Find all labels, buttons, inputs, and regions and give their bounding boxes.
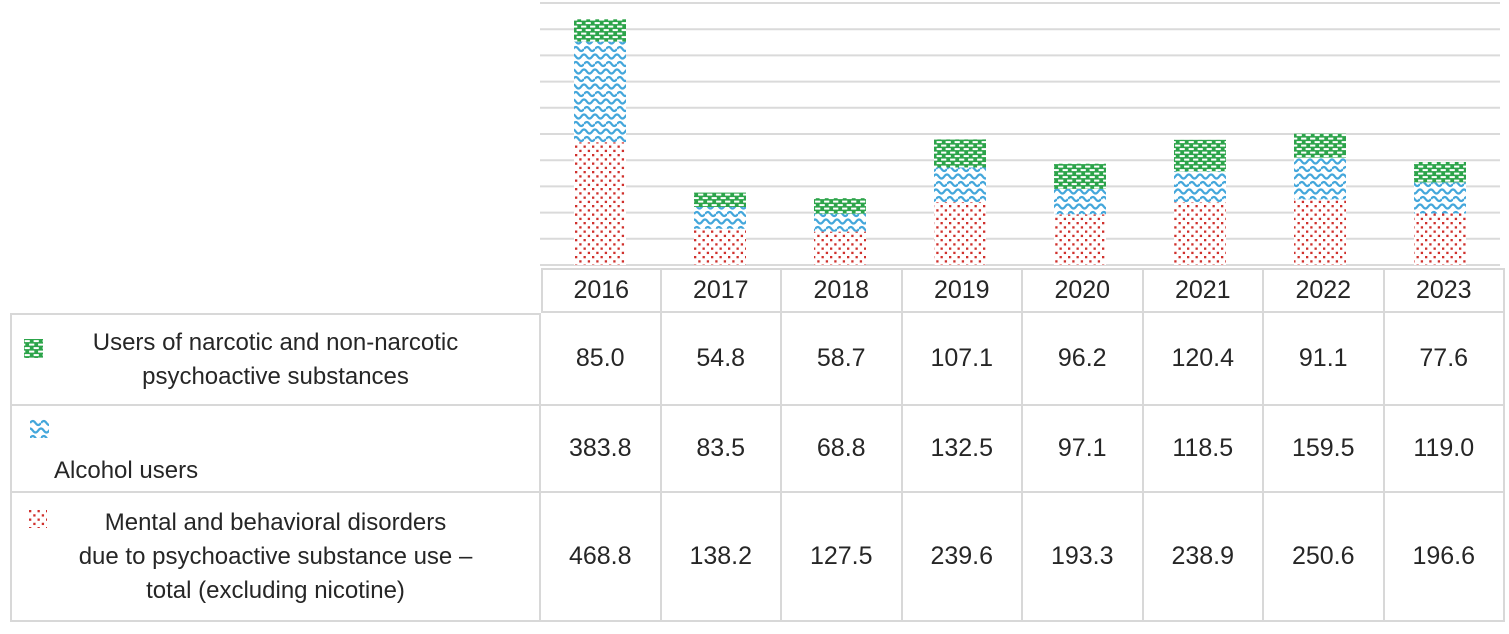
bar-segment-brick[interactable]: [574, 19, 626, 42]
stacked-bar-chart: [540, 2, 1500, 266]
value-cell-wave-2020: 97.1: [1023, 406, 1144, 493]
bar-2019[interactable]: [934, 139, 986, 265]
data-table: Users of narcotic and non-narcotic psych…: [10, 268, 1505, 622]
bar-2022[interactable]: [1294, 133, 1346, 265]
bar-2020[interactable]: [1054, 163, 1106, 265]
value-cell-wave-2022: 159.5: [1264, 406, 1385, 493]
bar-2016[interactable]: [574, 19, 626, 265]
year-header-2023: 2023: [1384, 268, 1505, 313]
value-cell-brick-2018: 58.7: [782, 313, 903, 406]
bar-segment-wave[interactable]: [694, 206, 746, 229]
bar-segment-wave[interactable]: [574, 41, 626, 143]
legend-label-line: due to psychoactive substance use –: [78, 542, 473, 570]
bar-segment-wave[interactable]: [1414, 182, 1466, 214]
bar-segment-brick[interactable]: [934, 139, 986, 168]
year-header-2020: 2020: [1023, 268, 1144, 313]
value-cell-dots-2021: 238.9: [1143, 493, 1264, 622]
value-cell-brick-2019: 107.1: [902, 313, 1023, 406]
value-cell-brick-2017: 54.8: [661, 313, 782, 406]
bar-2018[interactable]: [814, 198, 866, 265]
bar-segment-dots[interactable]: [1414, 213, 1466, 266]
value-cell-brick-2023: 77.6: [1384, 313, 1505, 406]
value-cell-wave-2016: 383.8: [541, 406, 662, 493]
bar-segment-dots[interactable]: [934, 202, 986, 265]
blue-wave-pattern-icon: [30, 419, 49, 438]
value-cell-dots-2023: 196.6: [1384, 493, 1505, 622]
value-cell-brick-2022: 91.1: [1264, 313, 1385, 406]
year-header-2021: 2021: [1143, 268, 1264, 313]
bar-segment-wave[interactable]: [934, 167, 986, 203]
legend-label-line: total (excluding nicotine): [146, 576, 405, 604]
bar-segment-wave[interactable]: [814, 213, 866, 232]
legend-label-line: Alcohol users: [54, 457, 199, 484]
bar-segment-brick[interactable]: [694, 192, 746, 207]
bar-2017[interactable]: [694, 192, 746, 265]
gridlines: [540, 2, 1500, 266]
bar-2023[interactable]: [1414, 162, 1466, 265]
value-cell-dots-2018: 127.5: [782, 493, 903, 622]
legend-row-narcotic-users: Users of narcotic and non-narcotic psych…: [10, 313, 541, 406]
green-brick-pattern-icon: [24, 339, 43, 358]
value-cell-wave-2019: 132.5: [902, 406, 1023, 493]
value-cell-dots-2016: 468.8: [541, 493, 662, 622]
bar-segment-dots[interactable]: [574, 142, 626, 265]
legend-row-mental-disorders: Mental and behavioral disorders due to p…: [10, 493, 541, 622]
value-cell-wave-2018: 68.8: [782, 406, 903, 493]
bar-segment-wave[interactable]: [1054, 188, 1106, 215]
year-header-2016: 2016: [541, 268, 662, 313]
bar-segment-wave[interactable]: [1294, 157, 1346, 200]
value-cell-wave-2017: 83.5: [661, 406, 782, 493]
legend-row-alcohol-users: Alcohol users: [10, 406, 541, 493]
value-cell-brick-2020: 96.2: [1023, 313, 1144, 406]
legend-label-line: psychoactive substances: [142, 362, 409, 390]
bar-segment-wave[interactable]: [1174, 171, 1226, 203]
legend-label-line: Mental and behavioral disorders: [104, 508, 447, 536]
value-cell-brick-2021: 120.4: [1143, 313, 1264, 406]
bar-segment-dots[interactable]: [1054, 214, 1106, 265]
value-cell-wave-2021: 118.5: [1143, 406, 1264, 493]
value-cell-dots-2017: 138.2: [661, 493, 782, 622]
year-header-2022: 2022: [1264, 268, 1385, 313]
year-header-2019: 2019: [902, 268, 1023, 313]
red-dots-pattern-icon: [28, 509, 47, 528]
value-cell-dots-2022: 250.6: [1264, 493, 1385, 622]
bar-segment-brick[interactable]: [1174, 139, 1226, 172]
bar-segment-dots[interactable]: [1294, 199, 1346, 265]
table-corner-empty: [10, 268, 541, 313]
year-header-2018: 2018: [782, 268, 903, 313]
year-header-2017: 2017: [661, 268, 782, 313]
bar-2021[interactable]: [1174, 139, 1226, 265]
bar-segment-dots[interactable]: [1174, 202, 1226, 265]
value-cell-dots-2020: 193.3: [1023, 493, 1144, 622]
plot-area: [540, 0, 1509, 268]
bar-segment-brick[interactable]: [814, 198, 866, 214]
value-cell-wave-2023: 119.0: [1384, 406, 1505, 493]
bar-segment-brick[interactable]: [1294, 133, 1346, 158]
bar-segment-dots[interactable]: [814, 231, 866, 265]
value-cell-brick-2016: 85.0: [541, 313, 662, 406]
bar-segment-brick[interactable]: [1054, 163, 1106, 189]
legend-label-line: Users of narcotic and non-narcotic: [92, 328, 459, 356]
bar-segment-brick[interactable]: [1414, 162, 1466, 183]
bar-segment-dots[interactable]: [694, 228, 746, 265]
value-cell-dots-2019: 239.6: [902, 493, 1023, 622]
